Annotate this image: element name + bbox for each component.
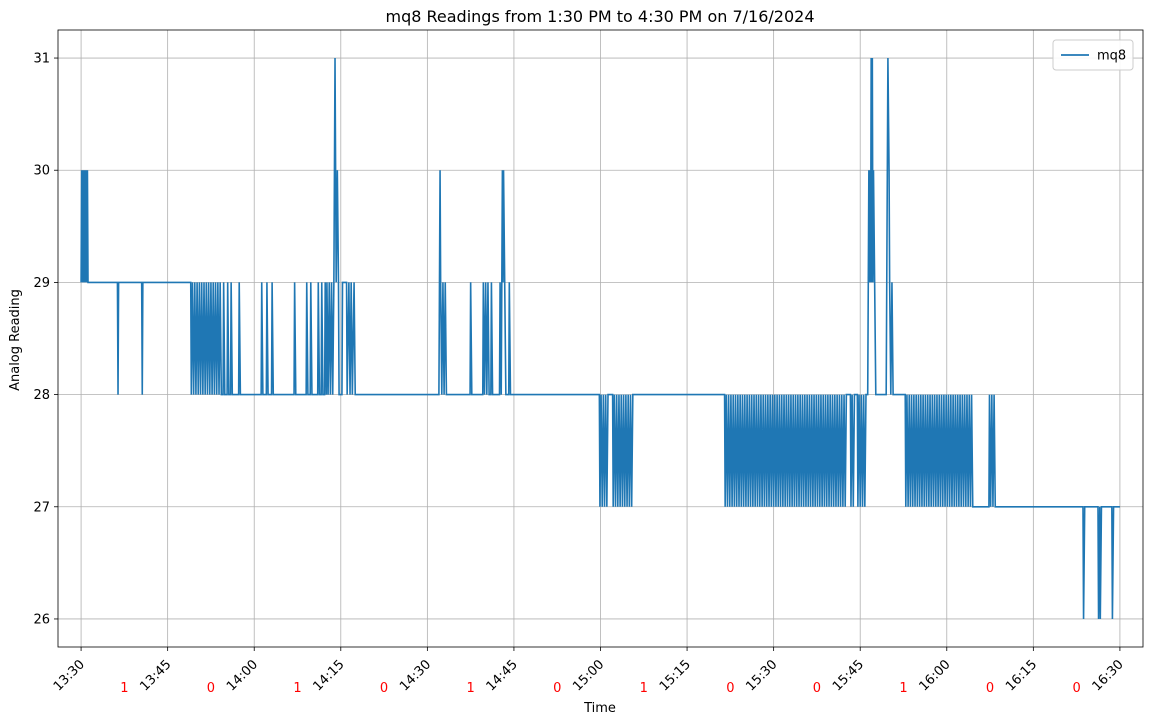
state-marker-label: 0 — [380, 681, 388, 696]
state-marker-label: 0 — [1072, 681, 1080, 696]
chart-title: mq8 Readings from 1:30 PM to 4:30 PM on … — [385, 7, 814, 26]
state-marker-label: 0 — [553, 681, 561, 696]
state-marker-label: 0 — [726, 681, 734, 696]
y-tick-label: 29 — [33, 276, 50, 291]
y-tick-label: 28 — [33, 388, 50, 403]
y-tick-label: 31 — [33, 52, 50, 67]
state-marker-label: 1 — [293, 681, 301, 696]
legend-box — [1052, 39, 1134, 71]
y-tick-label: 27 — [33, 500, 50, 515]
state-marker-label: 1 — [120, 681, 128, 696]
state-marker-label: 0 — [986, 681, 994, 696]
state-marker-label: 0 — [207, 681, 215, 696]
state-marker-label: 1 — [899, 681, 907, 696]
legend-label-mq8: mq8 — [1097, 49, 1126, 64]
y-axis-label: Analog Reading — [8, 289, 23, 391]
state-marker-label: 1 — [467, 681, 475, 696]
x-axis-label: Time — [583, 701, 616, 716]
y-tick-label: 30 — [33, 164, 50, 179]
series-line-mq8 — [80, 58, 1120, 619]
state-marker-label: 0 — [813, 681, 821, 696]
y-tick-label: 26 — [33, 612, 50, 627]
state-marker-label: 1 — [640, 681, 648, 696]
